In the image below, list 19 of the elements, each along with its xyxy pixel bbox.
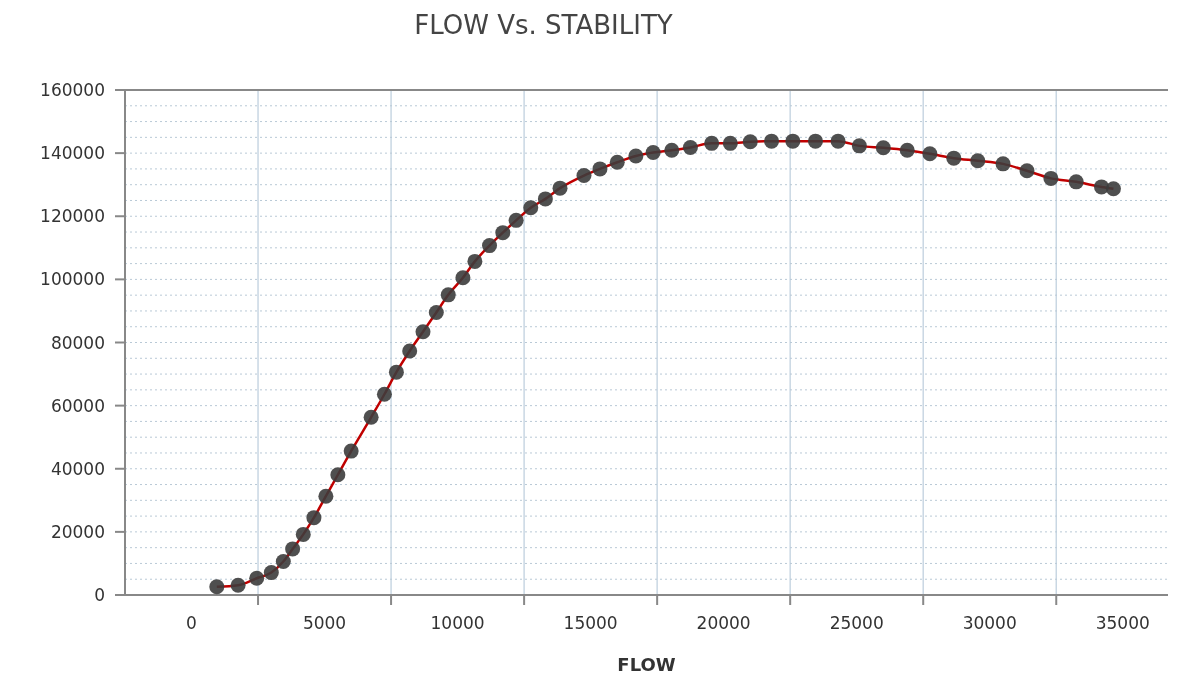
chart-title: FLOW Vs. STABILITY [413,10,674,40]
y-tick-label: 100000 [40,269,105,290]
x-tick-label: 10000 [430,613,485,633]
y-tick-label: 60000 [50,395,105,416]
x-tick-label: 25000 [829,613,884,633]
y-tick-label: 40000 [50,458,105,479]
x-tick-label: 0 [186,613,197,633]
y-tick-label: 20000 [50,521,105,542]
y-tick-label: 80000 [50,332,105,353]
y-tick-label: 0 [94,585,105,605]
x-tick-label: 5000 [302,613,347,633]
x-tick-label: 15000 [563,613,618,633]
y-tick-label: 140000 [40,143,105,164]
x-tick-label: 35000 [1095,613,1150,633]
y-tick-label: 120000 [40,206,105,227]
x-tick-label: 30000 [962,613,1017,633]
y-tick-label: 160000 [40,80,105,100]
x-axis-title: FLOW [617,654,676,675]
x-tick-label: 20000 [696,613,751,633]
